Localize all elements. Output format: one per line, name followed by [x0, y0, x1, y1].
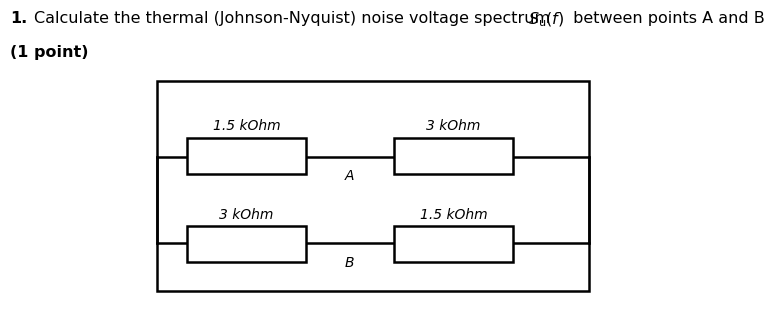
Text: 1.5 kOhm: 1.5 kOhm — [420, 208, 487, 222]
Text: Calculate the thermal (Johnson-Nyquist) noise voltage spectrum: Calculate the thermal (Johnson-Nyquist) … — [34, 11, 555, 26]
Text: 3 kOhm: 3 kOhm — [219, 208, 274, 222]
Text: (1 point): (1 point) — [10, 45, 89, 60]
Text: $S_\mathrm{u}(f)$: $S_\mathrm{u}(f)$ — [528, 11, 565, 29]
Text: between points A and B.: between points A and B. — [568, 11, 765, 26]
Bar — [394, 138, 513, 174]
Bar — [187, 226, 306, 262]
Bar — [187, 138, 306, 174]
Text: B: B — [345, 256, 354, 270]
Text: A: A — [345, 169, 354, 183]
Bar — [394, 226, 513, 262]
Text: 3 kOhm: 3 kOhm — [426, 119, 481, 133]
Bar — [157, 81, 589, 291]
Text: 1.: 1. — [10, 11, 28, 26]
Text: 1.5 kOhm: 1.5 kOhm — [213, 119, 280, 133]
